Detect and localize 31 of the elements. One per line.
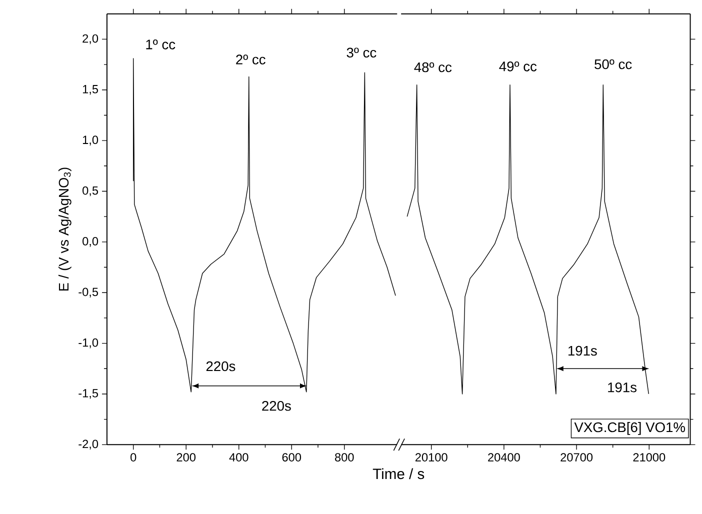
y-tick-label: -2,0 — [78, 440, 98, 450]
y-tick-label: -0,5 — [78, 288, 98, 298]
x-axis-title: Time / s — [372, 468, 424, 480]
x-tick-label: 20400 — [488, 453, 520, 462]
annotation: 191s — [568, 346, 597, 356]
annotation: 2º cc — [236, 54, 266, 64]
x-tick-label: 600 — [282, 453, 302, 462]
y-tick-label: 1,5 — [82, 85, 98, 95]
annotation: 1º cc — [146, 40, 176, 50]
x-tick-label: 200 — [176, 453, 196, 462]
annotation: 191s — [608, 382, 636, 392]
annotation: 3º cc — [346, 48, 376, 58]
y-axis-title: E / (V vs Ag/AgNO$_{3}$) — [58, 168, 72, 291]
annotation: 50º cc — [594, 59, 632, 70]
annotation: VXG.CB[6] VO1% — [574, 422, 686, 435]
x-tick-label: 20100 — [415, 453, 448, 462]
y-tick-label: 0,0 — [82, 237, 98, 247]
y-tick-label: 1,0 — [82, 136, 98, 146]
y-tick-label: -1,0 — [78, 338, 98, 348]
x-tick-label: 21000 — [633, 453, 666, 462]
x-tick-label: 20700 — [560, 453, 593, 462]
x-tick-label: 800 — [335, 453, 354, 462]
annotation: 49º cc — [499, 62, 537, 72]
y-tick-label: -1,5 — [78, 389, 98, 399]
annotation: 48º cc — [414, 62, 452, 72]
x-tick-label: 400 — [229, 453, 248, 462]
y-tick-label: 0,5 — [82, 186, 98, 196]
y-tick-label: 2,0 — [82, 34, 98, 44]
annotation: 220s — [206, 361, 236, 372]
x-tick-label: 0 — [130, 453, 136, 462]
annotation: 220s — [262, 400, 291, 411]
